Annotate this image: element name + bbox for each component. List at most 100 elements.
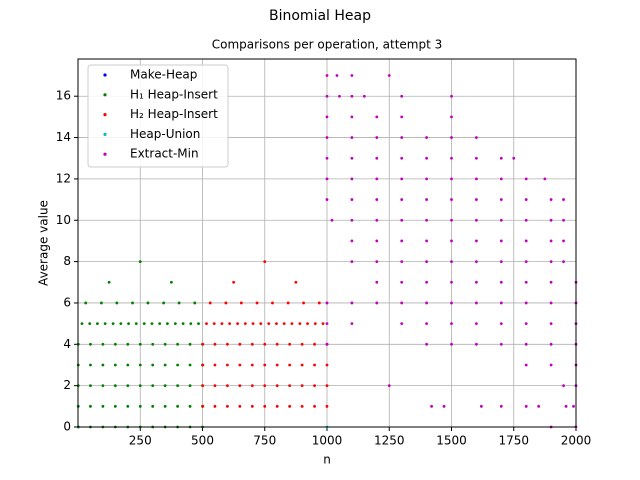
point	[425, 260, 428, 264]
point	[450, 280, 453, 284]
point	[263, 260, 267, 264]
point	[375, 301, 379, 305]
point	[228, 322, 232, 326]
point	[562, 239, 565, 243]
point	[325, 74, 329, 77]
point	[263, 363, 267, 367]
point	[201, 342, 205, 346]
point	[294, 280, 298, 284]
point	[524, 404, 528, 408]
x-tick-label: 2000	[561, 434, 592, 448]
point	[151, 342, 155, 346]
point	[127, 322, 130, 326]
point	[499, 404, 503, 408]
point	[201, 404, 205, 408]
point	[298, 322, 302, 326]
legend-marker	[103, 93, 107, 97]
point	[267, 322, 271, 326]
point	[113, 384, 117, 388]
point	[512, 156, 516, 160]
point	[400, 115, 404, 119]
point	[350, 218, 354, 222]
point	[126, 363, 130, 367]
point	[300, 363, 304, 367]
point	[425, 301, 428, 305]
point	[475, 322, 478, 326]
point	[450, 94, 453, 98]
point	[146, 301, 150, 305]
y-axis-label: Average value	[37, 200, 51, 286]
point	[213, 384, 217, 388]
point	[138, 404, 142, 408]
point	[321, 322, 325, 326]
point	[499, 156, 503, 160]
point	[275, 363, 279, 367]
point	[362, 94, 366, 98]
point	[226, 384, 229, 388]
point	[205, 322, 208, 326]
point	[572, 404, 575, 408]
y-tick-label: 4	[63, 337, 71, 351]
point	[564, 404, 568, 408]
point	[313, 322, 317, 326]
point	[165, 322, 169, 326]
point	[325, 404, 329, 408]
point	[549, 280, 553, 284]
point	[89, 363, 92, 367]
y-tick-label: 14	[56, 130, 71, 144]
point	[562, 218, 565, 222]
point	[524, 239, 528, 243]
point	[89, 384, 92, 388]
point	[89, 404, 92, 408]
point	[101, 384, 105, 388]
point	[169, 280, 173, 284]
point	[213, 342, 217, 346]
point	[226, 363, 229, 367]
point	[238, 342, 242, 346]
point	[425, 322, 428, 326]
point	[524, 177, 528, 181]
point	[193, 301, 197, 305]
point	[549, 198, 553, 201]
x-axis-label: n	[323, 453, 331, 467]
point	[375, 218, 379, 222]
legend-label: H₁ Heap-Insert	[130, 87, 218, 101]
point	[387, 384, 391, 388]
point	[475, 218, 478, 222]
legend-label: Heap-Union	[130, 127, 200, 141]
point	[375, 239, 379, 243]
point	[101, 342, 105, 346]
point	[325, 177, 329, 181]
point	[250, 342, 254, 346]
point	[350, 322, 354, 326]
point	[275, 404, 279, 408]
point	[290, 322, 294, 326]
point	[158, 322, 162, 326]
point	[499, 280, 503, 284]
point	[226, 404, 229, 408]
point	[243, 322, 247, 326]
point	[138, 342, 142, 346]
point	[263, 404, 267, 408]
chart-title: Binomial Heap	[269, 8, 371, 24]
point	[450, 301, 453, 305]
point	[288, 404, 292, 408]
x-tick-label: 1250	[374, 434, 405, 448]
point	[131, 301, 134, 305]
point	[80, 322, 84, 326]
point	[549, 322, 553, 326]
point	[350, 198, 354, 201]
point	[549, 301, 553, 305]
point	[325, 301, 329, 305]
point	[288, 384, 292, 388]
point	[317, 301, 321, 305]
point	[400, 94, 404, 98]
point	[163, 342, 167, 346]
point	[375, 260, 379, 264]
point	[400, 280, 404, 284]
point	[475, 156, 478, 160]
point	[188, 342, 192, 346]
point	[524, 198, 528, 201]
point	[350, 260, 354, 264]
legend-marker	[103, 113, 107, 117]
